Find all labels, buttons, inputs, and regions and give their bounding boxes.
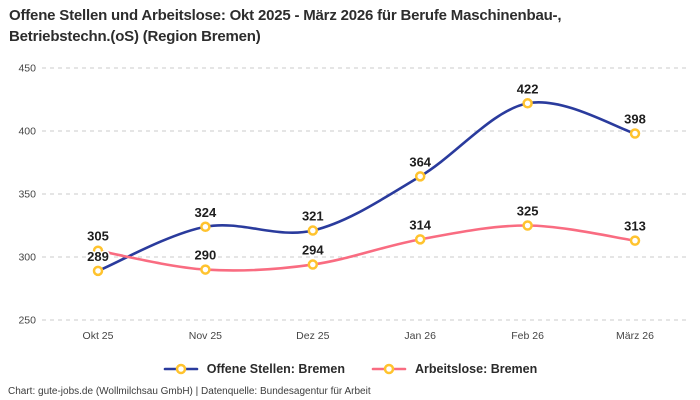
- legend-item-arbeitslose: Arbeitslose: Bremen: [371, 362, 537, 376]
- x-tick-label: Dez 25: [296, 330, 329, 342]
- data-point-marker-offene-stellen: [522, 98, 533, 109]
- data-point-marker-arbeitslose: [629, 235, 641, 246]
- series-line-arbeitslose: [96, 224, 637, 272]
- data-point-marker-arbeitslose: [92, 245, 104, 256]
- data-point-label-offene-stellen: 422: [517, 81, 539, 96]
- data-point-marker-arbeitslose: [414, 234, 426, 245]
- series-line-offene-stellen: [96, 100, 637, 273]
- data-point-marker-arbeitslose: [307, 259, 319, 270]
- legend-item-offene-stellen: Offene Stellen: Bremen: [163, 362, 345, 376]
- data-point-marker-arbeitslose: [522, 220, 533, 231]
- data-point-marker-offene-stellen: [307, 225, 319, 236]
- data-point-label-arbeitslose: 305: [87, 229, 109, 244]
- chart-title: Offene Stellen und Arbeitslose: Okt 2025…: [9, 5, 562, 47]
- legend-label-offene-stellen: Offene Stellen: Bremen: [206, 362, 345, 376]
- data-point-marker-offene-stellen: [629, 128, 641, 139]
- data-point-marker-offene-stellen: [200, 221, 211, 233]
- chart-source-caption: Chart: gute-jobs.de (Wollmilchsau GmbH) …: [8, 386, 371, 397]
- data-point-label-arbeitslose: 325: [517, 204, 539, 219]
- chart-legend: Offene Stellen: Bremen Arbeitslose: Brem…: [0, 360, 700, 378]
- y-tick-label: 250: [18, 315, 36, 327]
- x-tick-label: März 26: [616, 330, 654, 342]
- data-point-label-offene-stellen: 398: [624, 112, 646, 127]
- legend-line-marker-icon: [371, 363, 407, 375]
- x-tick-label: Jan 26: [404, 330, 436, 342]
- y-tick-label: 450: [18, 63, 36, 75]
- data-point-marker-offene-stellen: [414, 171, 426, 182]
- chart-title-line2: Betriebstechn.(oS) (Region Bremen): [9, 28, 261, 45]
- data-point-label-arbeitslose: 313: [624, 219, 646, 234]
- data-point-label-arbeitslose: 314: [409, 217, 431, 232]
- data-point-label-offene-stellen: 364: [409, 154, 431, 169]
- data-point-label-offene-stellen: 324: [195, 205, 217, 220]
- data-point-label-offene-stellen: 321: [302, 209, 324, 224]
- y-tick-label: 400: [18, 126, 36, 138]
- data-point-label-arbeitslose: 294: [302, 243, 324, 258]
- x-tick-label: Nov 25: [189, 330, 222, 342]
- chart-title-line1: Offene Stellen und Arbeitslose: Okt 2025…: [9, 7, 562, 24]
- data-point-marker-offene-stellen: [92, 265, 104, 277]
- x-tick-label: Okt 25: [83, 330, 114, 342]
- y-tick-label: 300: [18, 252, 36, 264]
- x-tick-label: Feb 26: [511, 330, 544, 342]
- legend-label-arbeitslose: Arbeitslose: Bremen: [414, 362, 538, 376]
- data-point-marker-arbeitslose: [200, 264, 211, 275]
- data-point-label-arbeitslose: 290: [195, 248, 217, 263]
- data-point-label-offene-stellen: 289: [87, 249, 109, 264]
- legend-line-marker-icon: [163, 363, 199, 375]
- y-tick-label: 350: [18, 189, 36, 201]
